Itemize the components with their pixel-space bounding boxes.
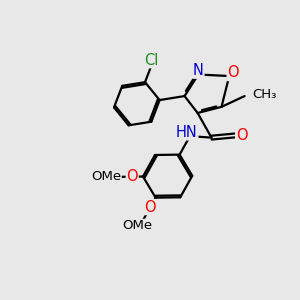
Text: OMe: OMe: [91, 170, 121, 184]
Text: OMe: OMe: [122, 219, 153, 232]
Text: CH₃: CH₃: [252, 88, 277, 101]
Text: Cl: Cl: [144, 53, 158, 68]
Text: O: O: [227, 65, 239, 80]
Text: O: O: [236, 128, 247, 143]
Text: O: O: [126, 169, 138, 184]
Text: N: N: [193, 63, 204, 78]
Text: HN: HN: [176, 125, 198, 140]
Text: O: O: [145, 200, 156, 214]
